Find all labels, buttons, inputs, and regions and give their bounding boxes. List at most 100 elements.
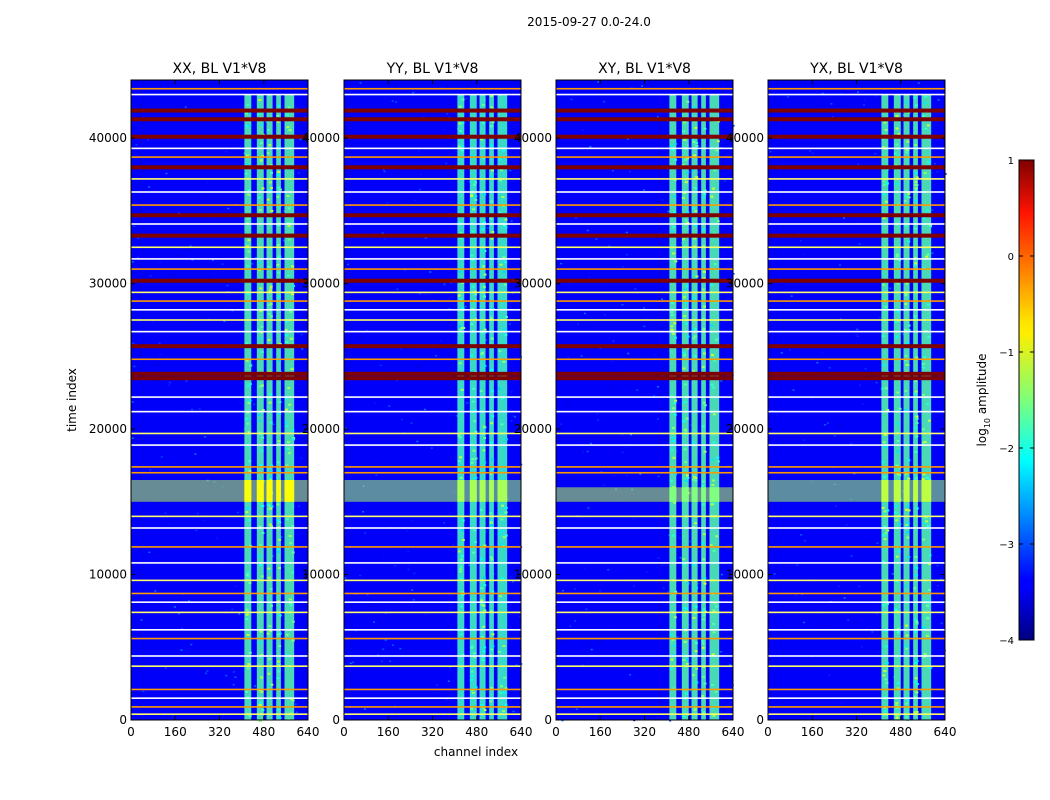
noise-pixel — [137, 257, 140, 259]
noise-pixel — [657, 557, 660, 559]
band-pixel — [693, 106, 697, 109]
band-pixel — [686, 335, 690, 338]
flagged-time-row — [344, 204, 521, 206]
band-pixel — [702, 711, 706, 714]
noise-pixel — [197, 327, 200, 330]
band-pixel — [460, 149, 464, 152]
noise-pixel — [234, 585, 237, 587]
band-pixel — [673, 322, 677, 325]
noise-pixel — [159, 649, 162, 651]
noise-pixel — [856, 335, 859, 337]
band-pixel — [701, 365, 705, 368]
band-pixel — [276, 461, 280, 464]
noise-pixel — [656, 508, 659, 511]
noise-pixel — [788, 349, 791, 351]
noise-pixel — [206, 181, 209, 184]
band-pixel — [882, 604, 886, 607]
band-pixel — [883, 433, 887, 436]
noise-pixel — [571, 478, 574, 480]
band-pixel — [694, 224, 698, 227]
noise-pixel — [135, 144, 138, 146]
band-pixel — [474, 476, 478, 479]
flagged-time-row — [344, 665, 521, 667]
noise-pixel — [643, 200, 646, 203]
band-pixel — [915, 710, 919, 713]
noise-pixel — [507, 710, 510, 713]
band-pixel — [691, 441, 695, 444]
y-tick-label: 0 — [544, 713, 552, 727]
noise-pixel — [409, 547, 412, 549]
noise-pixel — [583, 567, 586, 570]
band-pixel — [266, 503, 270, 506]
noise-pixel — [189, 154, 192, 157]
noise-pixel — [299, 138, 302, 141]
band-pixel — [674, 158, 678, 161]
band-pixel — [882, 560, 886, 563]
band-pixel — [882, 193, 886, 196]
band-pixel — [898, 474, 902, 477]
band-pixel — [895, 716, 899, 719]
band-pixel — [896, 439, 900, 442]
noise-pixel — [871, 631, 874, 633]
band-pixel — [692, 337, 696, 340]
flagged-time-row — [131, 258, 308, 260]
band-pixel — [712, 359, 716, 362]
rfi-channel-band — [921, 94, 932, 720]
band-pixel — [276, 519, 280, 522]
flagged-time-row — [131, 134, 308, 139]
noise-pixel — [439, 339, 442, 342]
noise-pixel — [468, 409, 471, 411]
band-pixel — [915, 659, 919, 662]
band-pixel — [702, 401, 706, 404]
flagged-time-row — [131, 358, 308, 361]
noise-pixel — [468, 180, 471, 183]
noise-pixel — [792, 389, 795, 391]
band-pixel — [914, 143, 918, 146]
noise-pixel — [295, 107, 298, 110]
band-pixel — [669, 633, 673, 636]
noise-pixel — [780, 302, 783, 305]
band-pixel — [457, 460, 461, 463]
flagged-time-row — [344, 629, 521, 631]
panel-2: YY, BL V1*V80 160 320 480 640010000200003000… — [302, 61, 533, 759]
band-pixel — [702, 245, 706, 248]
noise-pixel — [617, 162, 620, 165]
band-pixel — [270, 209, 274, 212]
band-pixel — [905, 647, 909, 650]
noise-pixel — [821, 92, 824, 95]
band-pixel — [285, 408, 289, 411]
noise-pixel — [347, 700, 350, 703]
flagged-time-row — [344, 300, 521, 302]
band-pixel — [460, 555, 464, 558]
band-pixel — [276, 551, 280, 554]
band-pixel — [491, 458, 495, 461]
band-pixel — [244, 172, 248, 175]
flagged-time-row — [344, 309, 521, 311]
flagged-time-row — [768, 629, 945, 631]
noise-pixel — [294, 703, 297, 705]
band-pixel — [881, 461, 885, 464]
noise-pixel — [272, 423, 275, 426]
flagged-time-row — [131, 191, 308, 193]
band-pixel — [458, 325, 462, 328]
band-pixel — [483, 646, 487, 649]
noise-pixel — [585, 608, 588, 611]
flagged-time-row — [344, 371, 521, 376]
noise-pixel — [383, 237, 386, 240]
band-pixel — [489, 556, 493, 559]
noise-pixel — [345, 390, 348, 392]
noise-pixel — [697, 582, 700, 585]
band-pixel — [504, 333, 508, 336]
band-pixel — [490, 237, 494, 240]
band-pixel — [269, 189, 273, 192]
band-pixel — [245, 154, 249, 157]
band-pixel — [885, 662, 889, 665]
noise-pixel — [196, 512, 199, 515]
band-pixel — [260, 141, 264, 144]
band-pixel — [247, 193, 251, 196]
band-pixel — [895, 519, 899, 522]
noise-pixel — [931, 209, 934, 211]
flagged-time-row — [131, 432, 308, 435]
noise-pixel — [147, 139, 150, 141]
band-pixel — [276, 633, 280, 636]
